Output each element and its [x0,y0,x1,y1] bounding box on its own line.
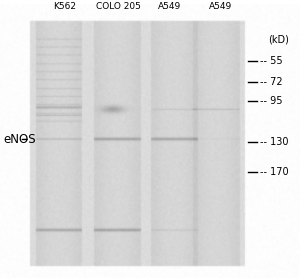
Text: K562: K562 [53,1,76,11]
Text: A549: A549 [158,1,181,11]
Text: eNOS: eNOS [3,133,36,146]
Text: A549: A549 [209,1,232,11]
Text: -- 130: -- 130 [260,137,288,147]
Text: COLO 205: COLO 205 [96,1,141,11]
Text: -- 95: -- 95 [260,96,282,106]
Text: -- 72: -- 72 [260,77,282,87]
Text: -- 170: -- 170 [260,167,288,177]
Text: (kD): (kD) [268,34,290,44]
Text: -- 55: -- 55 [260,56,282,66]
